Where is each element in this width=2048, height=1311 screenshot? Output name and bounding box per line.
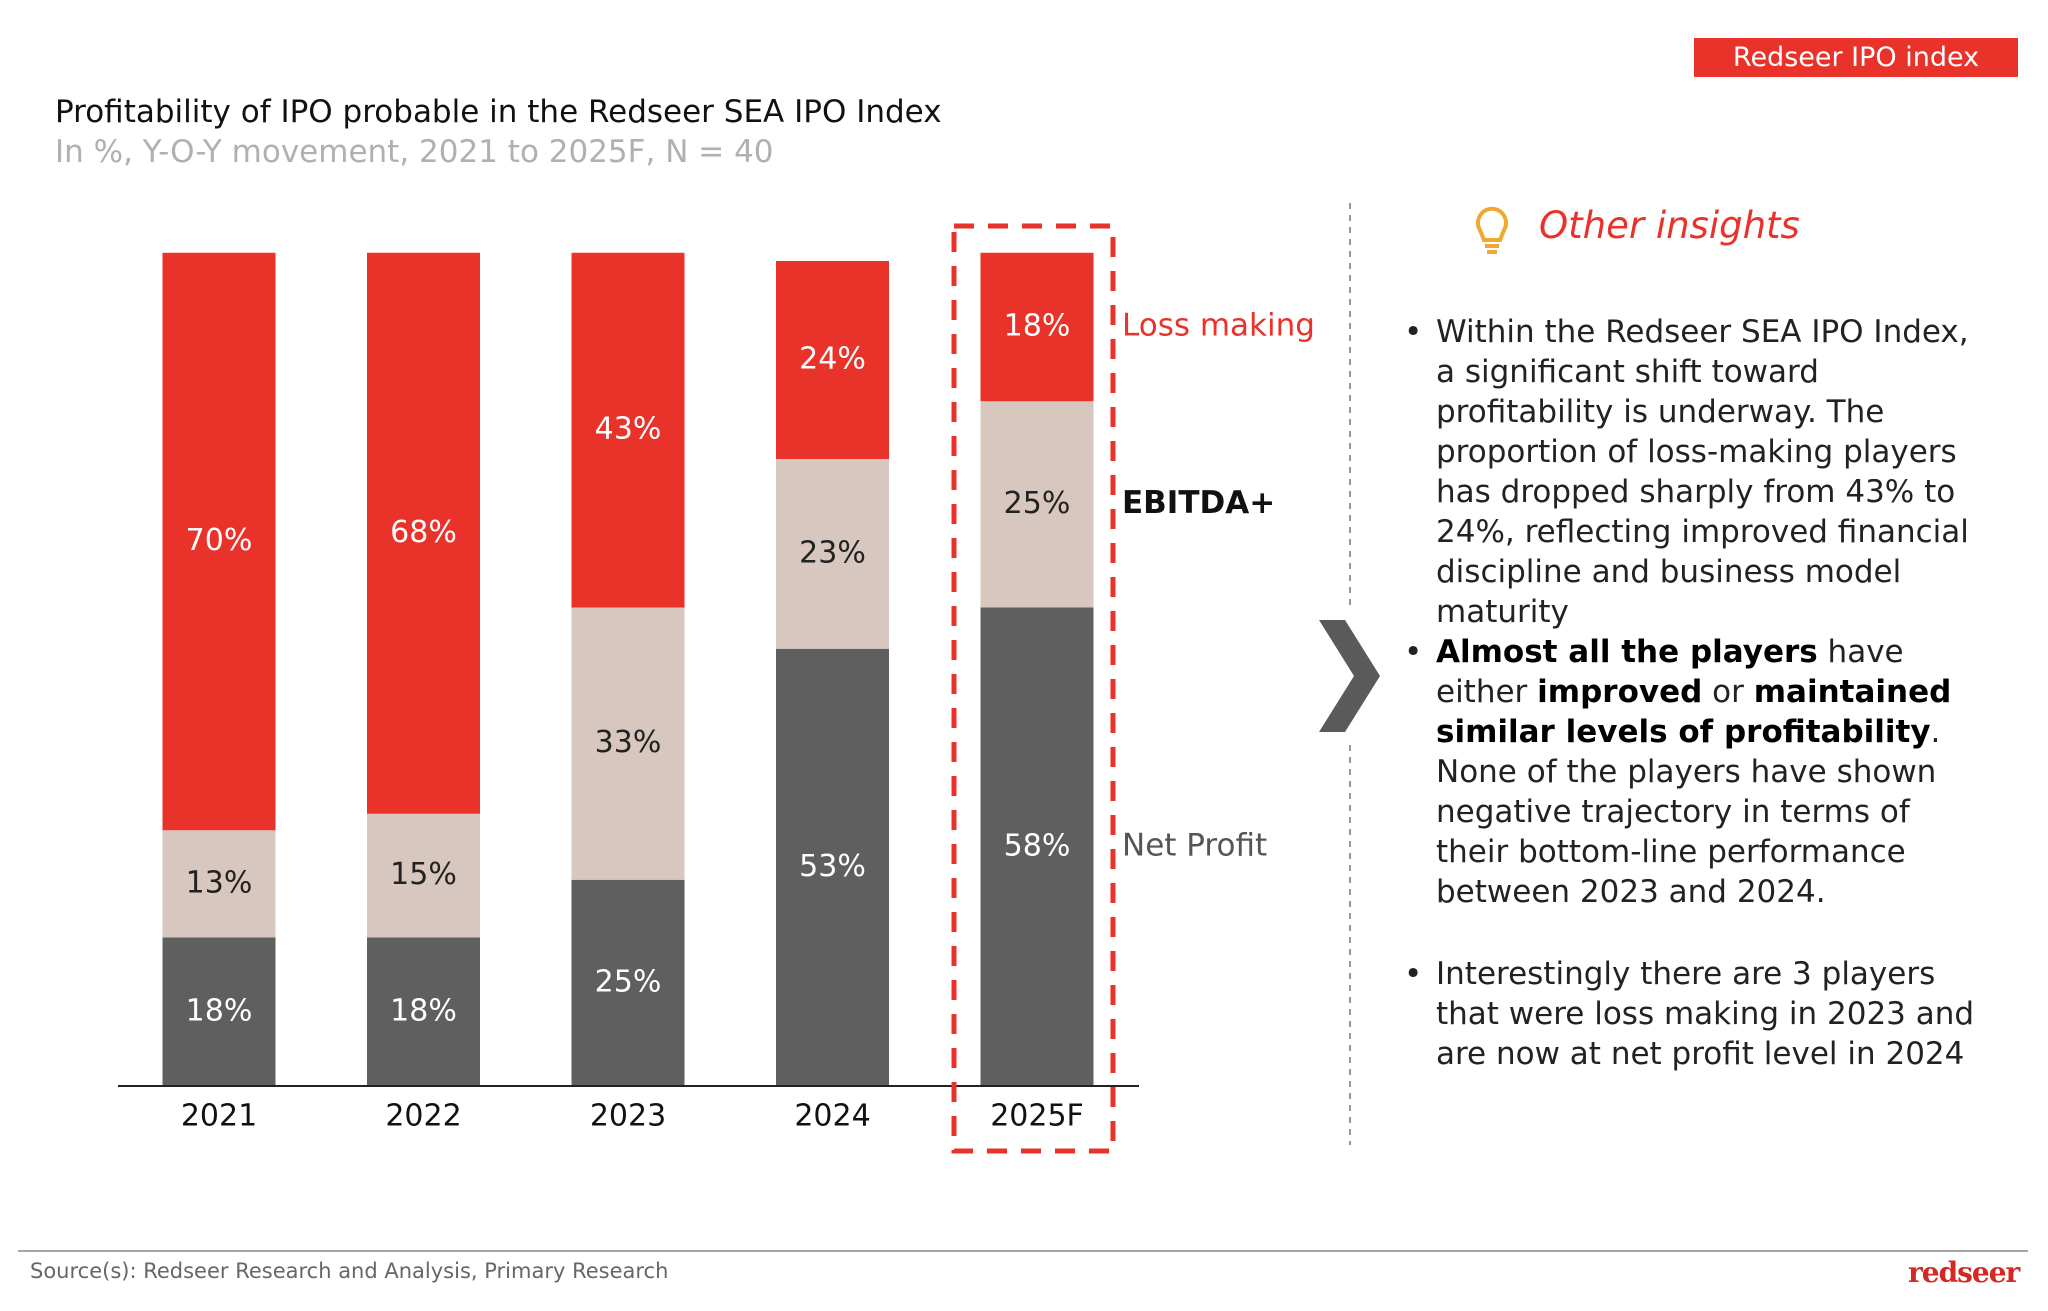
chevron	[1319, 620, 1380, 732]
bar-segment	[571, 252, 685, 608]
bar-segment	[980, 252, 1094, 402]
value-label: 18%	[390, 993, 457, 1028]
value-label: 68%	[390, 515, 457, 550]
value-label: 58%	[1004, 828, 1071, 863]
bar-segment	[367, 813, 480, 938]
value-label: 13%	[186, 865, 253, 900]
chart-title: Profitability of IPO probable in the Red…	[55, 94, 942, 130]
bar-segment	[367, 937, 480, 1086]
value-label: 25%	[1004, 486, 1071, 521]
bar-segment	[776, 648, 889, 1086]
insights-title: Other insights	[1539, 204, 1800, 247]
x-tick-label: 2021	[181, 1099, 257, 1134]
bar-segment	[776, 459, 889, 649]
insight-text: or	[1702, 674, 1754, 710]
insight-bullet: Within the Redseer SEA IPO Index, a sign…	[1404, 312, 1976, 632]
insight-bullet: Interestingly there are 3 players that w…	[1404, 954, 1976, 1074]
x-tick-label: 2025F	[990, 1099, 1084, 1134]
bar-segment	[367, 252, 480, 814]
value-label: 18%	[186, 993, 253, 1028]
insight-text: Almost all the players	[1436, 634, 1818, 670]
bar-segment	[162, 252, 276, 831]
source: Source(s): Redseer Research and Analysis…	[30, 1259, 669, 1283]
insight-text: Interestingly there are 3 players that w…	[1436, 956, 1975, 1072]
insight-text: maintained similar levels of profitabili…	[1436, 674, 1952, 750]
bar-segment	[980, 401, 1094, 608]
x-tick-label: 2022	[385, 1099, 461, 1134]
highlight-box	[951, 223, 1116, 1154]
index-tag: Redseer IPO index	[1694, 38, 2018, 77]
series-label: EBITDA+	[1122, 485, 1275, 521]
insight-text: improved	[1537, 674, 1703, 710]
insight-text: Within the Redseer SEA IPO Index, a sign…	[1436, 314, 1969, 630]
insight-bullet: Almost all the players have either impro…	[1404, 632, 1976, 912]
value-label: 24%	[799, 342, 866, 377]
value-label: 23%	[799, 535, 866, 570]
value-label: 43%	[595, 412, 662, 447]
value-label: 70%	[186, 523, 253, 558]
logo: redseer	[1908, 1256, 2020, 1289]
bar-segment	[776, 261, 889, 459]
bar-segment	[162, 937, 276, 1086]
series-label: Net Profit	[1122, 827, 1267, 863]
insight-text: have either	[1436, 634, 1904, 710]
series-label: Loss making	[1122, 308, 1315, 344]
x-tick-label: 2024	[794, 1099, 870, 1134]
bar-segment	[980, 607, 1094, 1086]
bar-segment	[162, 830, 276, 938]
value-label: 53%	[799, 849, 866, 884]
insight-text: . None of the players have shown negativ…	[1436, 714, 1941, 910]
value-label: 18%	[1004, 309, 1071, 344]
bulb-icon	[1476, 206, 1508, 254]
x-tick-label: 2023	[590, 1099, 666, 1134]
value-label: 15%	[390, 857, 457, 892]
bar-segment	[571, 879, 685, 1086]
value-label: 33%	[595, 725, 662, 760]
bar-segment	[571, 607, 685, 880]
chart-subtitle: In %, Y-O-Y movement, 2021 to 2025F, N =…	[55, 134, 774, 170]
value-label: 25%	[595, 964, 662, 999]
